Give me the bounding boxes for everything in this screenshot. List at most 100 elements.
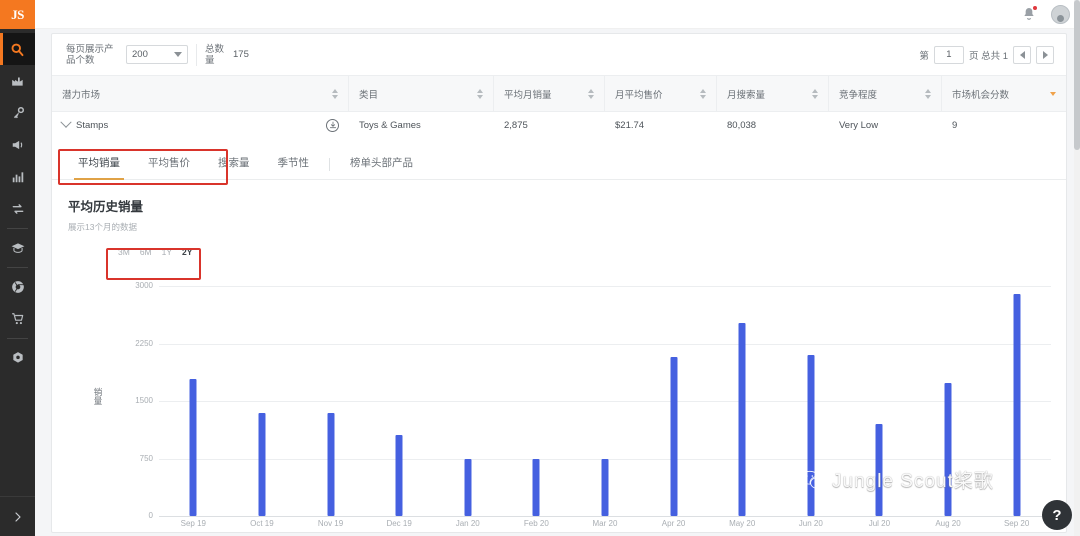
sort-icon[interactable] xyxy=(700,88,706,99)
market-name: Stamps xyxy=(76,119,109,131)
chart-bar[interactable] xyxy=(807,355,815,516)
chart-subtitle: 展示13个月的数据 xyxy=(68,222,137,232)
chart-x-tick: Oct 19 xyxy=(250,519,274,528)
chart-bar-slot xyxy=(776,286,845,516)
download-icon[interactable] xyxy=(326,118,339,132)
next-page-button[interactable] xyxy=(1036,45,1054,64)
column-label: 月平均售价 xyxy=(615,89,663,101)
chart-bar[interactable] xyxy=(944,383,952,516)
detail-tabs: 平均销量 平均售价 搜索量 季节性 榜单头部产品 xyxy=(52,146,1066,180)
sort-icon[interactable] xyxy=(588,88,594,99)
chart-bar-slot xyxy=(433,286,502,516)
sidebar-divider xyxy=(7,228,28,229)
chart-bar[interactable] xyxy=(532,458,540,516)
user-avatar[interactable] xyxy=(1051,4,1070,24)
range-option-1y[interactable]: 1Y xyxy=(161,247,173,257)
sidebar-expand-button[interactable] xyxy=(0,496,35,536)
sidebar-item-sales[interactable] xyxy=(0,303,35,335)
per-page-group: 每页展示产品个数 200 xyxy=(66,44,188,66)
chart-bar[interactable] xyxy=(258,412,266,516)
sidebar-item-promotions[interactable] xyxy=(0,129,35,161)
chevron-down-icon[interactable] xyxy=(60,116,72,128)
chart-bar-slot xyxy=(639,286,708,516)
chart-gridline: 750 xyxy=(140,454,1051,463)
column-header-competition[interactable]: 竞争程度 xyxy=(829,75,942,112)
chart-title: 平均历史销量 xyxy=(68,200,144,214)
sidebar-item-product-database[interactable] xyxy=(0,65,35,97)
sidebar-divider xyxy=(7,267,28,268)
total-value: 175 xyxy=(233,49,249,60)
chart-bar[interactable] xyxy=(875,424,883,516)
range-option-2y[interactable]: 2Y xyxy=(182,247,193,257)
chart-x-tick: Jul 20 xyxy=(868,519,891,528)
chart-bar[interactable] xyxy=(464,459,472,516)
chart-bar[interactable] xyxy=(738,322,746,516)
column-header-opportunity-score[interactable]: 市场机会分数 xyxy=(942,75,1066,112)
chevron-right-icon xyxy=(14,511,21,522)
tab-seasonality[interactable]: 季节性 xyxy=(277,157,310,169)
results-panel: 每页展示产品个数 200 总数量 175 第 1 页 总共 1 xyxy=(51,33,1067,533)
factory-icon xyxy=(11,74,25,88)
tab-divider xyxy=(329,158,330,171)
top-bar xyxy=(35,0,1080,29)
page-number-input[interactable]: 1 xyxy=(933,45,964,64)
chart-x-tick: May 20 xyxy=(729,519,756,528)
range-option-6m[interactable]: 6M xyxy=(139,247,152,257)
page-scrollbar[interactable] xyxy=(1074,0,1080,536)
sidebar-item-settings[interactable] xyxy=(0,342,35,374)
sidebar-item-academy[interactable] xyxy=(0,232,35,264)
chart-bar-slot xyxy=(228,286,297,516)
scrollbar-thumb[interactable] xyxy=(1074,0,1080,150)
tab-average-sales[interactable]: 平均销量 xyxy=(64,155,134,180)
tab-average-price[interactable]: 平均售价 xyxy=(148,157,190,169)
chart-bar[interactable] xyxy=(395,434,403,516)
chart-bar[interactable] xyxy=(1013,293,1021,516)
tab-top-products[interactable]: 榜单头部产品 xyxy=(350,157,413,169)
chart-bar[interactable] xyxy=(189,378,197,516)
sort-icon[interactable] xyxy=(1050,91,1056,96)
chevron-right-icon xyxy=(1042,50,1048,59)
chart-x-tick: Dec 19 xyxy=(386,519,412,528)
notifications-button[interactable] xyxy=(1021,5,1038,22)
sidebar-item-keyword-scout[interactable] xyxy=(0,97,35,129)
sort-icon[interactable] xyxy=(477,88,483,99)
help-button[interactable]: ? xyxy=(1042,500,1072,530)
column-header-category[interactable]: 类目 xyxy=(349,75,494,112)
sidebar-item-extension[interactable] xyxy=(0,271,35,303)
chart-bar-slot xyxy=(365,286,434,516)
chart-y-tick: 2250 xyxy=(135,338,153,348)
chart-bar[interactable] xyxy=(601,459,609,516)
column-header-monthly-searches[interactable]: 月搜索量 xyxy=(717,75,829,112)
chart-x-labels: Sep 19 Oct 19 Nov 19 Dec 19 Jan 20 Feb 20 Mar … xyxy=(159,519,1051,528)
chart-bar-slot xyxy=(708,286,777,516)
sidebar-item-keyword-search[interactable] xyxy=(0,33,35,65)
column-header-avg-monthly-sales[interactable]: 平均月销量 xyxy=(494,75,605,112)
column-label: 月搜索量 xyxy=(727,89,766,101)
range-option-3m[interactable]: 3M xyxy=(118,247,130,257)
per-page-select[interactable]: 200 xyxy=(126,45,188,64)
gear-icon xyxy=(11,351,25,365)
chart-bar-slot xyxy=(502,286,571,516)
sidebar-item-inventory[interactable] xyxy=(0,193,35,225)
chart-bar[interactable] xyxy=(670,357,678,516)
tab-search-volume[interactable]: 搜索量 xyxy=(218,157,250,169)
cell-market: Stamps xyxy=(52,116,349,132)
key-icon xyxy=(11,106,25,120)
sort-icon[interactable] xyxy=(812,88,818,99)
column-label: 竞争程度 xyxy=(839,89,878,101)
cell-opportunity-score: 9 xyxy=(952,119,958,131)
column-header-avg-price[interactable]: 月平均售价 xyxy=(605,75,717,112)
sidebar-item-analytics[interactable] xyxy=(0,161,35,193)
table-row[interactable]: Stamps Toys & Games 2,875 $21.74 80,038 … xyxy=(52,112,1066,138)
sort-icon[interactable] xyxy=(332,88,338,99)
prev-page-button[interactable] xyxy=(1013,45,1031,64)
brand-logo[interactable]: JS xyxy=(0,0,35,29)
watermark: Jungle Scout桨歌 xyxy=(801,466,994,493)
content-area: 每页展示产品个数 200 总数量 175 第 1 页 总共 1 xyxy=(35,29,1080,536)
chart-bar[interactable] xyxy=(327,412,335,516)
chart-x-tick: Feb 20 xyxy=(523,519,549,528)
chart-x-tick: Mar 20 xyxy=(592,519,618,528)
table-header: 潜力市场 类目 平均月销量 月平均售价 月搜索量 xyxy=(52,75,1066,112)
column-header-market[interactable]: 潜力市场 xyxy=(52,75,349,112)
sort-icon[interactable] xyxy=(925,88,931,99)
